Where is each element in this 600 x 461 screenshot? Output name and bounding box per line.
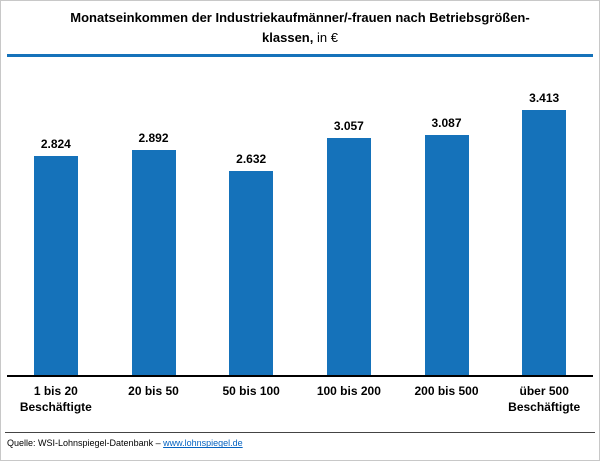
category-label: 50 bis 100	[222, 384, 280, 398]
category-label: 200 bis 500	[414, 384, 479, 398]
bar-value-label: 3.057	[333, 119, 364, 133]
bar-column: 2.632	[202, 152, 300, 375]
title-line1: Monatseinkommen der Industriekaufmänner/…	[70, 10, 530, 25]
category-label: 100 bis 200	[316, 384, 381, 398]
source-link[interactable]: www.lohnspiegel.de	[163, 438, 243, 449]
bar-value-label: 2.824	[40, 137, 71, 151]
bar	[522, 110, 567, 375]
bar-column: 3.413	[495, 91, 593, 375]
bar-column: 2.892	[105, 131, 203, 375]
category-label: 1 bis 20 Beschäftigte	[19, 384, 92, 415]
source-line: Quelle: WSI-Lohnspiegel-Datenbank – www.…	[7, 438, 599, 448]
bar	[33, 156, 78, 375]
source-text: Quelle: WSI-Lohnspiegel-Datenbank –	[7, 438, 164, 449]
bar-column: 2.824	[7, 137, 105, 375]
bar	[229, 171, 274, 375]
bar	[424, 135, 469, 375]
bar-value-label: 2.892	[138, 131, 169, 145]
bar	[326, 138, 371, 375]
title-line2-regular: in €	[313, 29, 338, 45]
bar-value-label: 3.087	[431, 116, 462, 130]
title-line2-bold: klassen,	[262, 29, 314, 45]
bar	[131, 150, 176, 375]
bar-value-label: 3.413	[529, 91, 560, 105]
bar-column: 3.087	[398, 116, 496, 375]
bar-column: 3.057	[300, 119, 398, 375]
category-label: 20 bis 50	[128, 384, 179, 398]
header-rule	[7, 54, 593, 57]
chart-title: Monatseinkommen der Industriekaufmänner/…	[1, 1, 599, 47]
bar-chart: 2.824 2.892 2.632 3.057 3.087 3.413	[7, 57, 593, 377]
category-label: über 500 Beschäftigte	[508, 384, 581, 415]
bar-value-label: 2.632	[236, 152, 267, 166]
category-row: 1 bis 20 Beschäftigte 20 bis 50 50 bis 100…	[7, 377, 593, 415]
footer-rule	[5, 432, 595, 434]
